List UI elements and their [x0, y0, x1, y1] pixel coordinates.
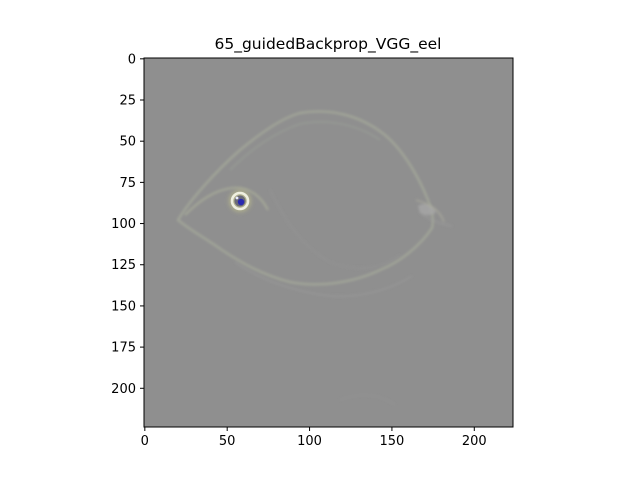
y-tick-label: 50 — [119, 135, 136, 150]
eye — [229, 190, 251, 212]
x-tick-label: 100 — [297, 434, 322, 449]
y-tick-label: 100 — [111, 217, 136, 232]
heatmap-image — [144, 58, 513, 427]
y-tick-label: 0 — [128, 52, 136, 67]
head-highlight — [184, 186, 269, 216]
x-axis: 0 50 100 150 200 — [141, 427, 487, 449]
fin-edge — [415, 199, 453, 227]
y-tick-label: 150 — [111, 299, 136, 314]
x-tick-label: 200 — [462, 434, 487, 449]
x-tick-label: 50 — [219, 434, 236, 449]
lower-edge — [234, 261, 413, 297]
body-inner-edge — [229, 121, 381, 171]
y-tick-label: 125 — [111, 258, 136, 273]
chart-title: 65_guidedBackprop_VGG_eel — [215, 35, 442, 54]
y-tick-label: 25 — [119, 94, 136, 109]
gill-edge — [269, 189, 401, 269]
y-tick-label: 175 — [111, 341, 136, 356]
bottom-texture — [339, 394, 396, 406]
heatmap-background — [144, 58, 513, 427]
x-tick-label: 150 — [380, 434, 405, 449]
x-tick-label: 0 — [141, 434, 149, 449]
y-tick-label: 200 — [111, 382, 136, 397]
y-tick-label: 75 — [119, 176, 136, 191]
plot-frame — [143, 57, 514, 428]
y-axis: 0 25 50 75 100 125 150 175 200 — [111, 52, 144, 397]
